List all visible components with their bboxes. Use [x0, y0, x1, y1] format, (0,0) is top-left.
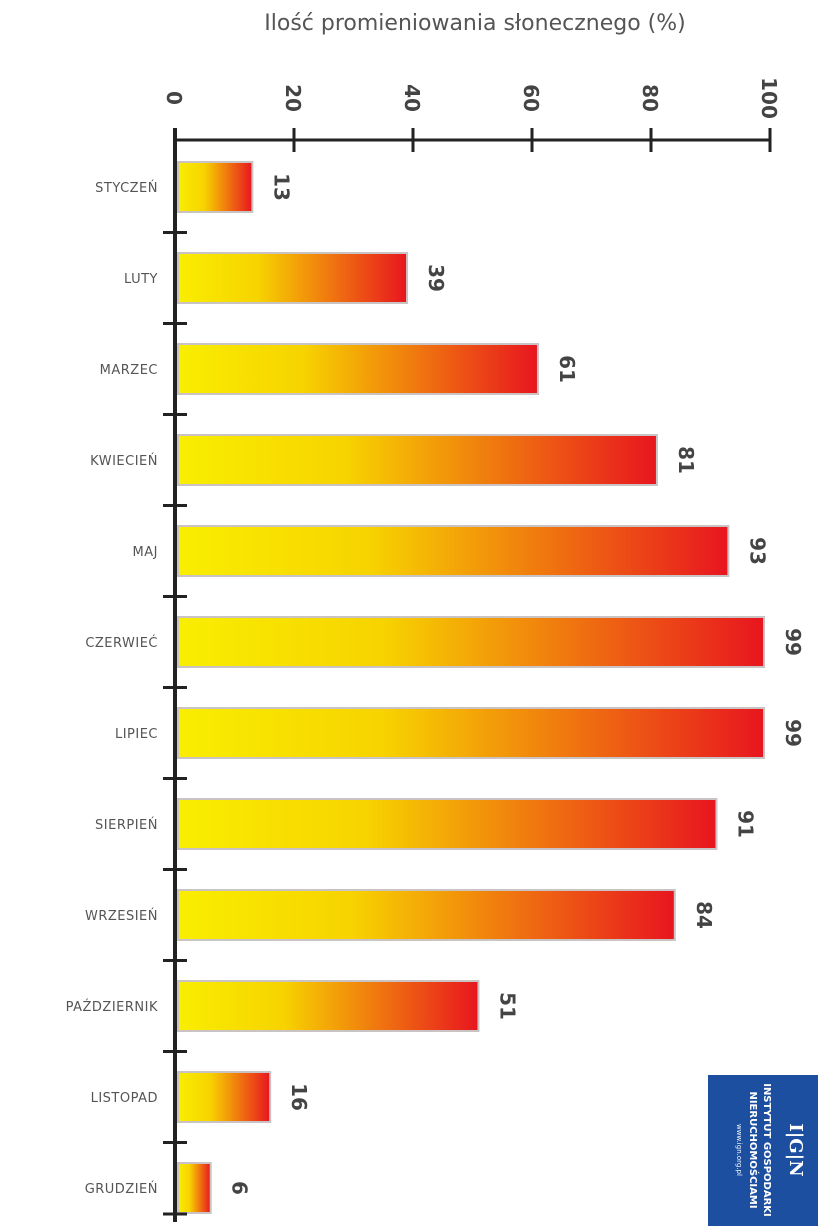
data-label: 39: [424, 264, 448, 292]
bar: [177, 707, 766, 759]
bar: [177, 343, 539, 395]
data-label: 51: [495, 992, 519, 1020]
category-label: KWIECIEŃ: [90, 453, 158, 469]
bar: [177, 1162, 212, 1214]
data-label: 93: [745, 537, 769, 565]
category-label: SIERPIEŃ: [95, 817, 158, 833]
bar: [177, 525, 730, 577]
bar: [177, 616, 766, 668]
x-tick-label: 100: [757, 77, 781, 119]
bar: [177, 161, 254, 213]
bars: STYCZEŃ 13 LUTY 39 MARZEC 61 KWIECIEŃ 81 MAJ 93 CZ…: [66, 161, 805, 1214]
category-label: LISTOPAD: [91, 1091, 158, 1106]
x-tick-label: 40: [400, 84, 424, 112]
category-label: STYCZEŃ: [95, 180, 158, 196]
x-tick-label: 0: [162, 91, 186, 105]
bar: [177, 434, 658, 486]
data-label: 13: [269, 173, 293, 201]
logo-line-1: INSTYTUT GOSPODARKI: [761, 1083, 772, 1217]
axes: [163, 128, 770, 1222]
data-label: 61: [555, 355, 579, 383]
bar: [177, 798, 718, 850]
logo: I|G|N INSTYTUT GOSPODARKI NIERUCHOMOŚCIA…: [708, 1075, 818, 1226]
category-label: CZERWIEĆ: [85, 635, 158, 651]
category-label: LUTY: [124, 272, 158, 287]
category-label: LIPIEC: [115, 727, 158, 742]
category-label: MARZEC: [100, 363, 158, 378]
logo-mark: I|G|N: [785, 1123, 806, 1176]
category-label: GRUDZIEŃ: [85, 1181, 158, 1197]
bar: [177, 252, 409, 304]
category-label: PAŹDZIERNIK: [66, 999, 158, 1015]
bar: [177, 980, 480, 1032]
data-label: 99: [781, 628, 805, 656]
logo-background: [708, 1075, 818, 1226]
bar: [177, 1071, 272, 1123]
category-label: MAJ: [133, 545, 158, 560]
x-tick-label: 60: [519, 84, 543, 112]
logo-url: www.ign.org.pl: [735, 1124, 743, 1176]
x-tick-label: 20: [281, 84, 305, 112]
data-label: 81: [674, 446, 698, 474]
bar: [177, 889, 676, 941]
data-label: 16: [287, 1083, 311, 1111]
data-label: 84: [692, 901, 716, 929]
chart-title: Ilość promieniowania słonecznego (%): [264, 11, 685, 36]
data-label: 6: [228, 1181, 252, 1195]
x-tick-label: 80: [638, 84, 662, 112]
data-label: 99: [781, 719, 805, 747]
data-label: 91: [733, 810, 757, 838]
category-label: WRZESIEŃ: [85, 908, 158, 924]
logo-line-2: NIERUCHOMOŚCIAMI: [747, 1091, 760, 1208]
